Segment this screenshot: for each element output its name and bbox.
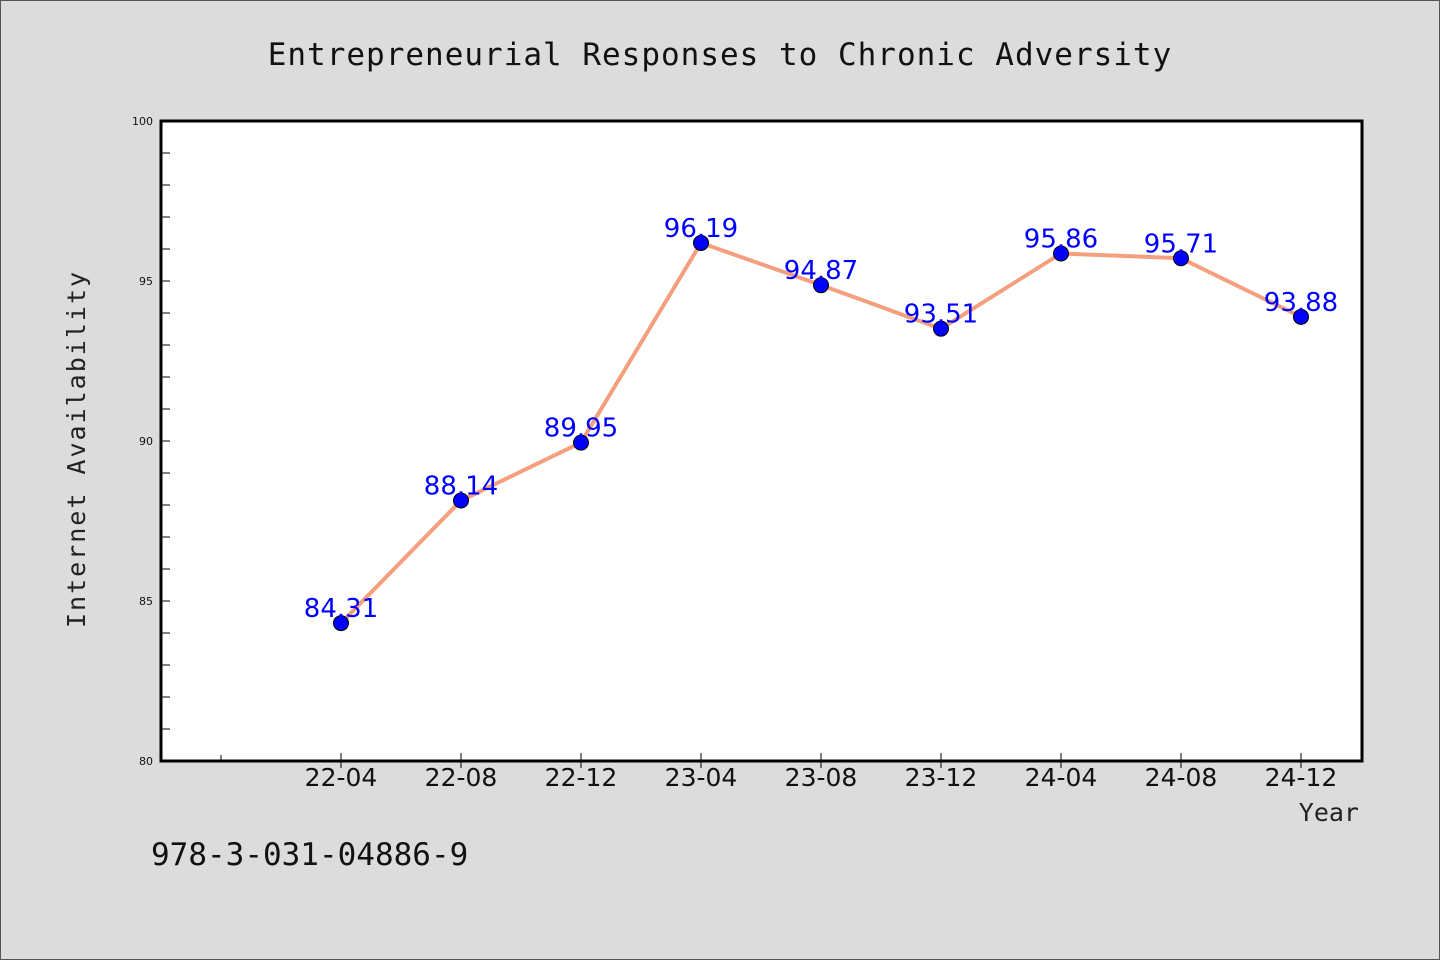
data-label: 88.14 xyxy=(424,472,498,502)
y-axis-title: Internet Availability xyxy=(62,270,91,628)
data-point xyxy=(1293,308,1309,325)
x-tick-label: 22-04 xyxy=(305,763,378,792)
data-label: 89.95 xyxy=(544,414,618,444)
chart-title: Entrepreneurial Responses to Chronic Adv… xyxy=(268,37,1173,73)
isbn-annotation: 978-3-031-04886-9 xyxy=(151,837,468,873)
data-label: 93.51 xyxy=(904,300,978,330)
x-tick-label: 24-04 xyxy=(1025,763,1098,792)
data-point xyxy=(333,615,349,632)
x-tick-label: 23-04 xyxy=(665,763,738,792)
data-label: 84.31 xyxy=(304,594,378,624)
x-tick-label: 23-12 xyxy=(905,763,978,792)
data-label: 95.71 xyxy=(1144,229,1218,259)
x-axis-title: Year xyxy=(1299,798,1359,827)
x-tick-label: 22-08 xyxy=(425,763,498,792)
y-tick-label: 90 xyxy=(139,435,153,448)
x-tick-label: 22-12 xyxy=(545,763,618,792)
y-axis: 80 85 90 95 100 xyxy=(132,115,170,768)
data-point xyxy=(813,277,829,294)
data-label: 96.19 xyxy=(664,214,738,244)
x-tick-label: 23-08 xyxy=(785,763,858,792)
data-label: 94.87 xyxy=(784,256,858,286)
data-point xyxy=(1173,250,1189,267)
data-point xyxy=(453,492,469,509)
plot-area xyxy=(159,119,1364,763)
data-point xyxy=(933,320,949,337)
data-label: 95.86 xyxy=(1024,224,1098,254)
x-axis: 22-04 22-08 22-12 23-04 23-08 23-12 24-04 24-08… xyxy=(220,753,1338,792)
data-point xyxy=(1053,245,1069,262)
y-tick-label: 85 xyxy=(139,595,153,608)
x-tick-label: 24-12 xyxy=(1265,763,1338,792)
data-point xyxy=(573,434,589,451)
y-tick-label: 95 xyxy=(139,275,153,288)
series-layer: 84.31 88.14 89.95 96.19 94.87 93.51 95.86 95.71… xyxy=(304,214,1338,632)
data-point xyxy=(693,234,709,251)
y-tick-label: 80 xyxy=(139,755,153,768)
y-tick-label: 100 xyxy=(132,115,153,128)
data-label: 93.88 xyxy=(1264,288,1338,318)
x-tick-label: 24-08 xyxy=(1145,763,1218,792)
